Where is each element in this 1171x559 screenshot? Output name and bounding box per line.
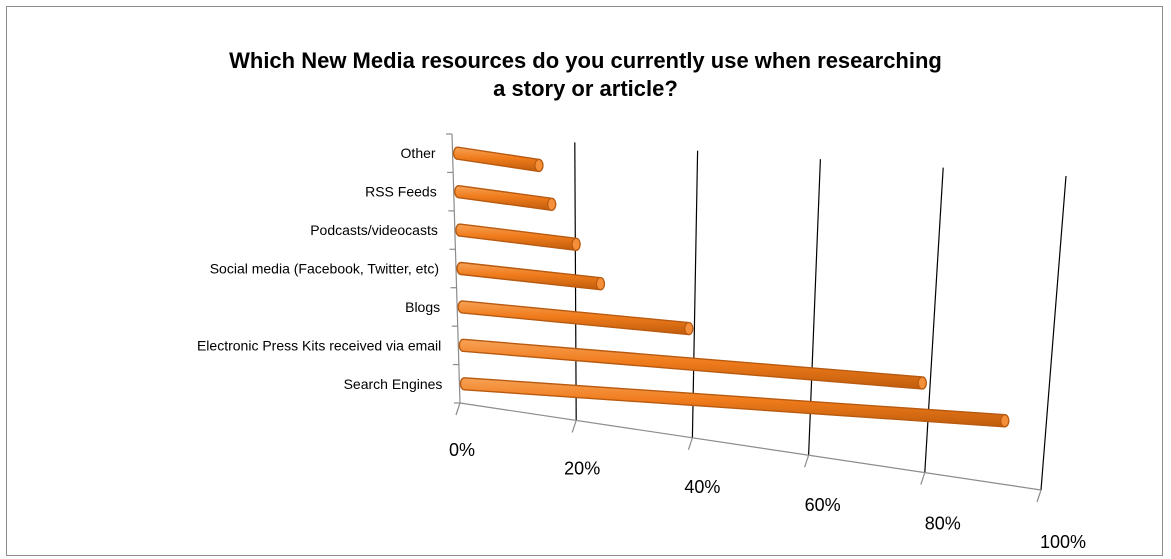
bar-end-cap — [684, 321, 694, 336]
bar — [459, 377, 1010, 428]
gridline — [1040, 175, 1067, 491]
bar-end-cap — [571, 237, 581, 251]
tick-label: 20% — [564, 458, 600, 478]
value-axis-tick — [920, 472, 926, 485]
category-label: Social media (Facebook, Twitter, etc) — [210, 261, 439, 277]
value-axis-tick — [804, 455, 810, 468]
category-label: Blogs — [405, 299, 440, 315]
bar-end-cap — [534, 158, 544, 172]
axes — [446, 133, 1042, 503]
category-label: RSS Feeds — [365, 184, 437, 200]
category-label: Other — [401, 145, 436, 161]
tick-label: 0% — [449, 440, 475, 460]
labels: Other RSS Feeds Podcasts/videocasts Social … — [197, 145, 1086, 552]
value-axis — [459, 402, 1042, 491]
bar — [452, 146, 544, 173]
bar-end-cap — [595, 277, 606, 291]
bar-end-cap — [547, 197, 557, 211]
bar — [456, 261, 606, 291]
category-label: Podcasts/videocasts — [310, 222, 438, 238]
category-label: Search Engines — [344, 376, 443, 392]
value-axis-tick — [571, 420, 577, 433]
gridline — [691, 150, 699, 438]
category-axis — [451, 133, 461, 404]
bar-end-cap — [917, 376, 927, 390]
gridlines — [574, 142, 1067, 491]
chart-title-line-2: a story or article? — [493, 76, 678, 101]
chart-title-line-1: Which New Media resources do you current… — [229, 48, 942, 73]
tick-label: 100% — [1040, 532, 1086, 552]
category-label: Electronic Press Kits received via email — [197, 337, 441, 353]
bars — [452, 146, 1010, 428]
bar — [454, 184, 557, 212]
bar-body — [454, 184, 557, 212]
tick-label: 80% — [925, 514, 961, 534]
tick-label: 60% — [805, 495, 841, 515]
tick-label: 40% — [684, 477, 720, 497]
chart-title: Which New Media resources do you current… — [7, 47, 1164, 103]
bar — [455, 223, 581, 252]
bar-body — [452, 146, 544, 173]
bar-body — [455, 223, 581, 252]
gridline — [924, 167, 944, 473]
value-axis-tick — [1036, 489, 1042, 503]
value-axis-tick — [455, 402, 461, 416]
bar — [458, 338, 927, 390]
bar-end-cap — [1000, 414, 1010, 428]
bar-body — [456, 261, 606, 291]
value-axis-tick — [687, 437, 693, 450]
bar — [457, 300, 694, 336]
